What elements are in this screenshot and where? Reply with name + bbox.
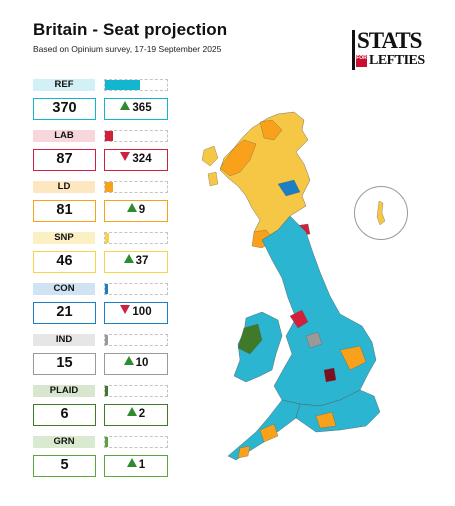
party-row-con: CON 21 100 (0, 283, 180, 333)
party-row-snp: SNP 46 37 (0, 232, 180, 282)
party-row-lab: LAB 87 324 (0, 130, 180, 180)
party-label: LD (33, 181, 95, 193)
seat-bar (105, 335, 108, 345)
seat-change: 1 (104, 455, 168, 477)
seat-count: 46 (33, 251, 96, 273)
party-row-grn: GRN 5 1 (0, 436, 180, 486)
party-row-ld: LD 81 9 (0, 181, 180, 231)
seat-change-value: 9 (138, 204, 146, 216)
seat-bar (105, 437, 108, 447)
seat-count: 6 (33, 404, 96, 426)
page-subtitle: Based on Opinium survey, 17-19 September… (33, 44, 222, 54)
seat-bar (105, 182, 113, 192)
seat-change: 37 (104, 251, 168, 273)
up-arrow-icon (126, 407, 137, 416)
seat-change-value: 37 (135, 255, 149, 267)
seat-change: 324 (104, 149, 168, 171)
party-label: PLAID (33, 385, 95, 397)
seat-count: 370 (33, 98, 96, 120)
seat-change-value: 365 (132, 102, 152, 114)
seat-bar-track (104, 181, 168, 193)
party-row-ref: REF 370 365 (0, 79, 180, 129)
seat-count: 81 (33, 200, 96, 222)
seat-bar (105, 233, 109, 243)
seat-change-value: 2 (138, 408, 146, 420)
seat-bar-track (104, 436, 168, 448)
seat-change-value: 100 (132, 306, 152, 318)
seat-change: 2 (104, 404, 168, 426)
seat-bar-track (104, 334, 168, 346)
stats-for-lefties-logo: STATS FOR LEFTIES (350, 28, 425, 70)
up-arrow-icon (126, 458, 137, 467)
seat-change: 9 (104, 200, 168, 222)
party-label: GRN (33, 436, 95, 448)
down-arrow-icon (120, 152, 131, 161)
up-arrow-icon (120, 101, 131, 110)
up-arrow-icon (126, 203, 137, 212)
seat-change-value: 1 (138, 459, 146, 471)
seat-change-value: 324 (132, 153, 152, 165)
up-arrow-icon (123, 356, 134, 365)
seat-change-value: 10 (135, 357, 149, 369)
down-arrow-icon (120, 305, 131, 314)
uk-constituency-map (201, 111, 381, 461)
seat-bar-track (104, 385, 168, 397)
seat-bar (105, 80, 140, 90)
seat-count: 87 (33, 149, 96, 171)
seat-bar (105, 284, 108, 294)
party-label: REF (33, 79, 95, 91)
party-label: CON (33, 283, 95, 295)
party-label: LAB (33, 130, 95, 142)
seat-bar (105, 386, 108, 396)
seat-count: 5 (33, 455, 96, 477)
seat-change: 100 (104, 302, 168, 324)
party-row-plaid: PLAID 6 2 (0, 385, 180, 435)
seat-count: 21 (33, 302, 96, 324)
seat-bar (105, 131, 113, 141)
seat-bar-track (104, 79, 168, 91)
party-label: SNP (33, 232, 95, 244)
seat-change: 10 (104, 353, 168, 375)
party-label: IND (33, 334, 95, 346)
seat-count: 15 (33, 353, 96, 375)
page-title: Britain - Seat projection (33, 20, 228, 39)
seat-bar-track (104, 283, 168, 295)
seat-change: 365 (104, 98, 168, 120)
shetland-inset (354, 186, 408, 240)
party-row-ind: IND 15 10 (0, 334, 180, 384)
seat-bar-track (104, 232, 168, 244)
seat-bar-track (104, 130, 168, 142)
up-arrow-icon (123, 254, 134, 263)
